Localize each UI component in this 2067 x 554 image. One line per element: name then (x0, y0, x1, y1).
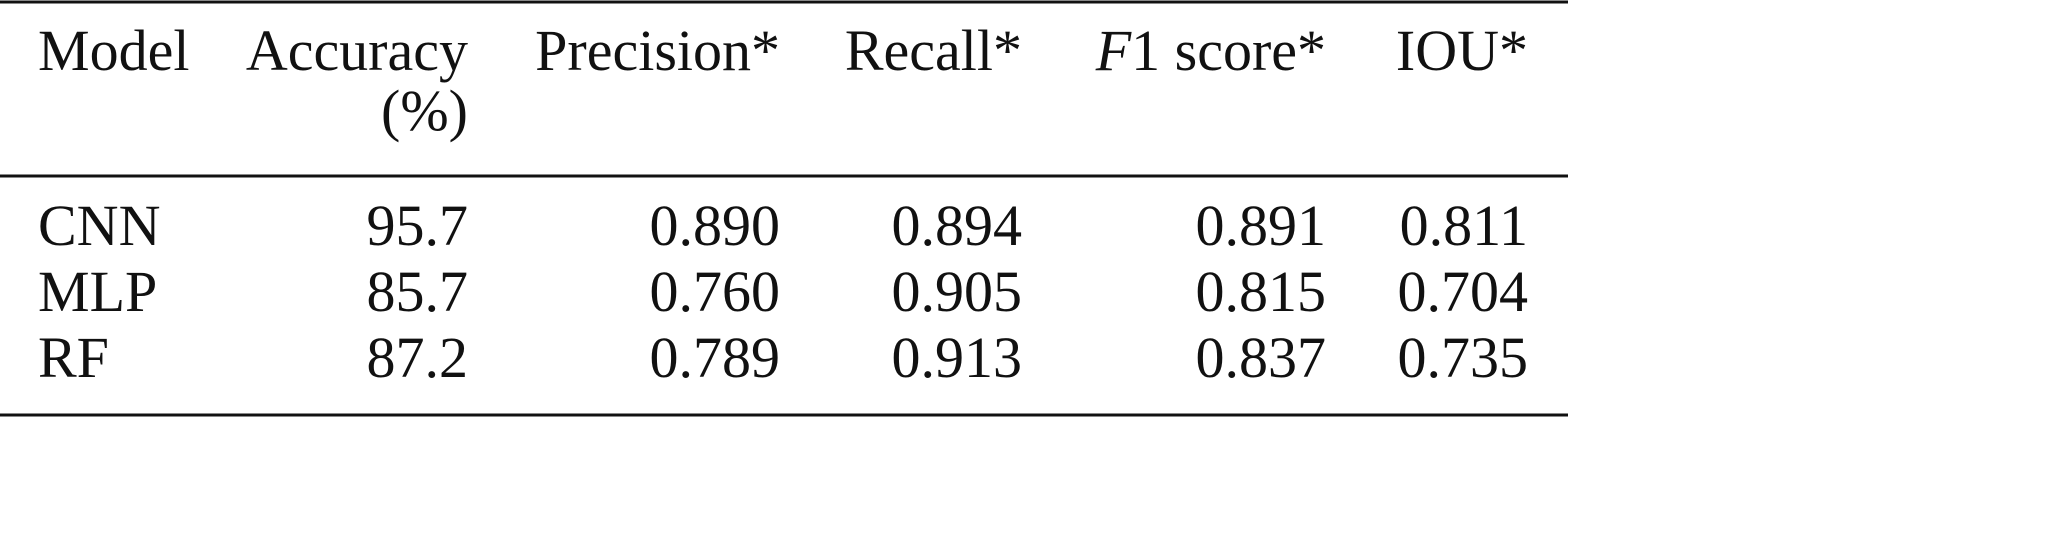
header-cell: Precision* (535, 18, 780, 83)
header-cell: F1 score* (1095, 18, 1326, 83)
header-cell: Accuracy (246, 18, 468, 83)
cell: 0.735 (1398, 325, 1529, 390)
cell: 0.704 (1398, 259, 1529, 324)
cell: 95.7 (367, 193, 469, 258)
cell: 0.789 (650, 325, 781, 390)
row-label: RF (38, 325, 109, 390)
row-label: CNN (38, 193, 160, 258)
header-cell: IOU* (1396, 18, 1528, 83)
cell: 0.760 (650, 259, 781, 324)
header-cell: (%) (381, 78, 468, 143)
cell: 0.894 (892, 193, 1023, 258)
cell: 0.811 (1400, 193, 1528, 258)
cell: 0.891 (1196, 193, 1327, 258)
cell: 87.2 (367, 325, 469, 390)
cell: 0.890 (650, 193, 781, 258)
cell: 0.913 (892, 325, 1023, 390)
cell: 0.815 (1196, 259, 1327, 324)
cell: 85.7 (367, 259, 469, 324)
cell: 0.837 (1196, 325, 1327, 390)
header-cell: Model (38, 18, 189, 83)
cell: 0.905 (892, 259, 1023, 324)
header-cell: Recall* (845, 18, 1022, 83)
row-label: MLP (38, 259, 157, 324)
